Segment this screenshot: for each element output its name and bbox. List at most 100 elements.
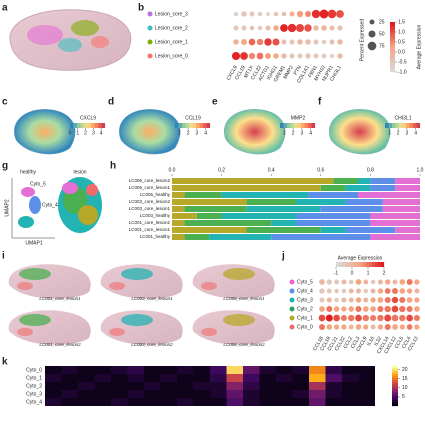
row-label: Cyto_4 — [297, 288, 313, 294]
bar-segment — [320, 185, 346, 191]
dot — [391, 296, 399, 304]
dot — [319, 288, 325, 294]
heat-cell — [127, 366, 144, 374]
bar-segment — [271, 234, 371, 240]
colorbar — [182, 123, 186, 128]
dot — [248, 38, 256, 46]
gene-label: CCL4 — [401, 335, 413, 349]
dot — [363, 324, 369, 330]
cluster-spots — [201, 282, 217, 290]
dot — [340, 314, 347, 322]
colorbar — [392, 123, 396, 128]
heat-cell — [325, 382, 342, 390]
dot — [414, 297, 420, 303]
colorbar — [98, 123, 102, 128]
colorbar — [77, 123, 81, 128]
heat-cell — [358, 382, 375, 390]
heat-cell — [243, 382, 260, 390]
map-title: CCL19 — [185, 115, 201, 121]
heat-cell — [325, 398, 342, 406]
legend-swatch — [289, 288, 295, 294]
cluster-spots — [223, 314, 255, 326]
tissue-label: LC003_core_lesion1 — [131, 296, 173, 301]
bar-segment — [320, 227, 346, 233]
dot — [414, 306, 420, 312]
dot — [348, 324, 354, 330]
dot — [363, 288, 369, 294]
row-label: Cyto_3 — [26, 391, 42, 397]
dot — [319, 279, 325, 285]
dot — [384, 305, 391, 313]
dot — [336, 10, 344, 18]
bar-segment — [345, 185, 371, 191]
colorbar — [390, 34, 395, 38]
dot — [281, 11, 287, 17]
dot — [326, 297, 332, 303]
heat-cell — [193, 374, 210, 382]
colorbar — [392, 378, 398, 381]
colorbar — [308, 123, 312, 128]
tissue-image — [100, 264, 183, 299]
bar-segment — [382, 206, 420, 212]
row-label: LC001_core_lesion1 — [129, 227, 171, 232]
dot — [333, 306, 340, 312]
bar-segment — [172, 227, 247, 233]
dot — [329, 39, 335, 45]
dot — [414, 279, 420, 285]
dot — [305, 39, 311, 45]
heat-cell — [61, 382, 78, 390]
heat-cell — [111, 374, 128, 382]
colorbar-label: 15 — [402, 376, 408, 382]
bar-segment — [221, 213, 296, 219]
heat-cell — [127, 374, 144, 382]
dot — [273, 53, 279, 59]
bar-segment — [358, 192, 420, 198]
colorbar — [392, 380, 398, 383]
heat-cell — [61, 390, 78, 398]
dot — [321, 25, 327, 31]
colorbar — [290, 123, 295, 128]
heat-cell — [94, 390, 111, 398]
dot — [305, 53, 311, 59]
colorbar — [385, 123, 389, 128]
bar-segment — [246, 199, 296, 205]
dot — [241, 25, 247, 31]
colorbar-label: 3 — [300, 130, 303, 136]
dot — [370, 324, 376, 330]
x-tick-label: 0.2 — [218, 167, 225, 173]
dot — [399, 296, 406, 304]
colorbar — [283, 123, 288, 128]
dot — [281, 53, 287, 59]
colorbar — [280, 123, 284, 128]
colorbar-title: Average Expression — [338, 255, 383, 261]
heat-cell — [358, 398, 375, 406]
heat-cell — [177, 382, 194, 390]
panel-label: d — [108, 97, 114, 108]
colorbar — [336, 262, 340, 267]
cluster-spots — [109, 282, 125, 290]
colorbar — [390, 37, 395, 40]
colorbar-label: 10 — [402, 385, 408, 391]
dot — [362, 314, 369, 322]
heat-cell — [309, 374, 326, 382]
colorbar — [381, 262, 385, 267]
dot — [355, 297, 362, 303]
colorbar-label: 0 — [351, 270, 354, 276]
dot — [348, 314, 355, 322]
x-tick-label: 1.0 — [417, 167, 424, 173]
row-label: Cyto_3 — [297, 297, 313, 303]
colorbar — [390, 42, 395, 45]
dot — [273, 25, 279, 31]
heat-cell — [94, 366, 111, 374]
dot — [326, 288, 332, 294]
heat-cell — [309, 366, 326, 374]
row-label: Cyto_0 — [297, 324, 313, 330]
umap-title: healthy — [20, 169, 37, 175]
dot — [348, 288, 354, 294]
dot — [370, 306, 376, 312]
colorbar — [392, 402, 398, 405]
bar-segment — [209, 234, 272, 240]
dot — [296, 10, 304, 18]
heat-cell — [111, 390, 128, 398]
size-key — [369, 19, 375, 25]
